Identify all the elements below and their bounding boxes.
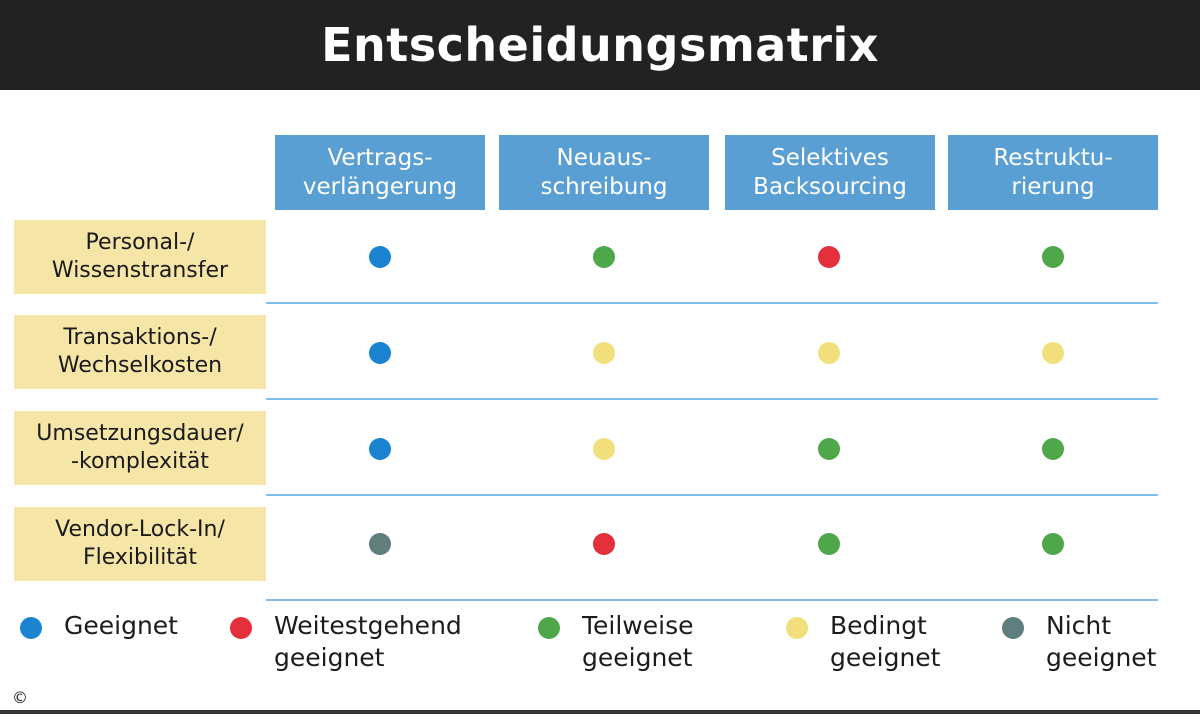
bottom-rule <box>0 710 1200 714</box>
rating-dot-bedingt <box>818 342 840 364</box>
legend-label-weitestgehend: Weitestgehend geeignet <box>274 611 462 672</box>
rating-dot-geeignet <box>369 246 391 268</box>
row-label-transaktions-wechselkosten: Transaktions-/ Wechselkosten <box>14 315 266 389</box>
legend-label-bedingt: Bedingt geeignet <box>830 611 941 672</box>
rating-dot-geeignet <box>369 438 391 460</box>
legend-dot-weitestgehend <box>230 617 252 639</box>
row-label-umsetzungsdauer: Umsetzungsdauer/ -komplexität <box>14 411 266 485</box>
rating-dot-bedingt <box>593 438 615 460</box>
row-separator <box>266 494 1158 496</box>
title-bar: Entscheidungsmatrix <box>0 0 1200 90</box>
row-separator <box>266 302 1158 304</box>
legend-dot-nicht <box>1002 617 1024 639</box>
column-header-selektives-backsourcing: Selektives Backsourcing <box>725 135 935 210</box>
rating-dot-geeignet <box>369 342 391 364</box>
row-separator <box>266 599 1158 601</box>
legend-dot-bedingt <box>786 617 808 639</box>
rating-dot-teilweise <box>818 438 840 460</box>
rating-dot-weitestgehend <box>818 246 840 268</box>
legend-label-geeignet: Geeignet <box>64 611 178 640</box>
row-label-personal-wissenstransfer: Personal-/ Wissenstransfer <box>14 220 266 294</box>
rating-dot-bedingt <box>1042 342 1064 364</box>
copyright-mark: © <box>12 688 28 707</box>
rating-dot-teilweise <box>1042 533 1064 555</box>
column-header-restrukturierung: Restruktu- rierung <box>948 135 1158 210</box>
rating-dot-teilweise <box>593 246 615 268</box>
column-header-neuausschreibung: Neuaus- schreibung <box>499 135 709 210</box>
rating-dot-teilweise <box>1042 246 1064 268</box>
column-header-vertragsverlaengerung: Vertrags- verlängerung <box>275 135 485 210</box>
legend-label-teilweise: Teilweise geeignet <box>582 611 694 672</box>
rating-dot-weitestgehend <box>593 533 615 555</box>
rating-dot-teilweise <box>1042 438 1064 460</box>
legend-dot-teilweise <box>538 617 560 639</box>
rating-dot-bedingt <box>593 342 615 364</box>
rating-dot-nicht <box>369 533 391 555</box>
row-separator <box>266 398 1158 400</box>
legend-label-nicht: Nicht geeignet <box>1046 611 1157 672</box>
legend-dot-geeignet <box>20 617 42 639</box>
rating-dot-teilweise <box>818 533 840 555</box>
row-label-vendor-lock-in: Vendor-Lock-In/ Flexibilität <box>14 507 266 581</box>
page-title: Entscheidungsmatrix <box>321 18 879 72</box>
